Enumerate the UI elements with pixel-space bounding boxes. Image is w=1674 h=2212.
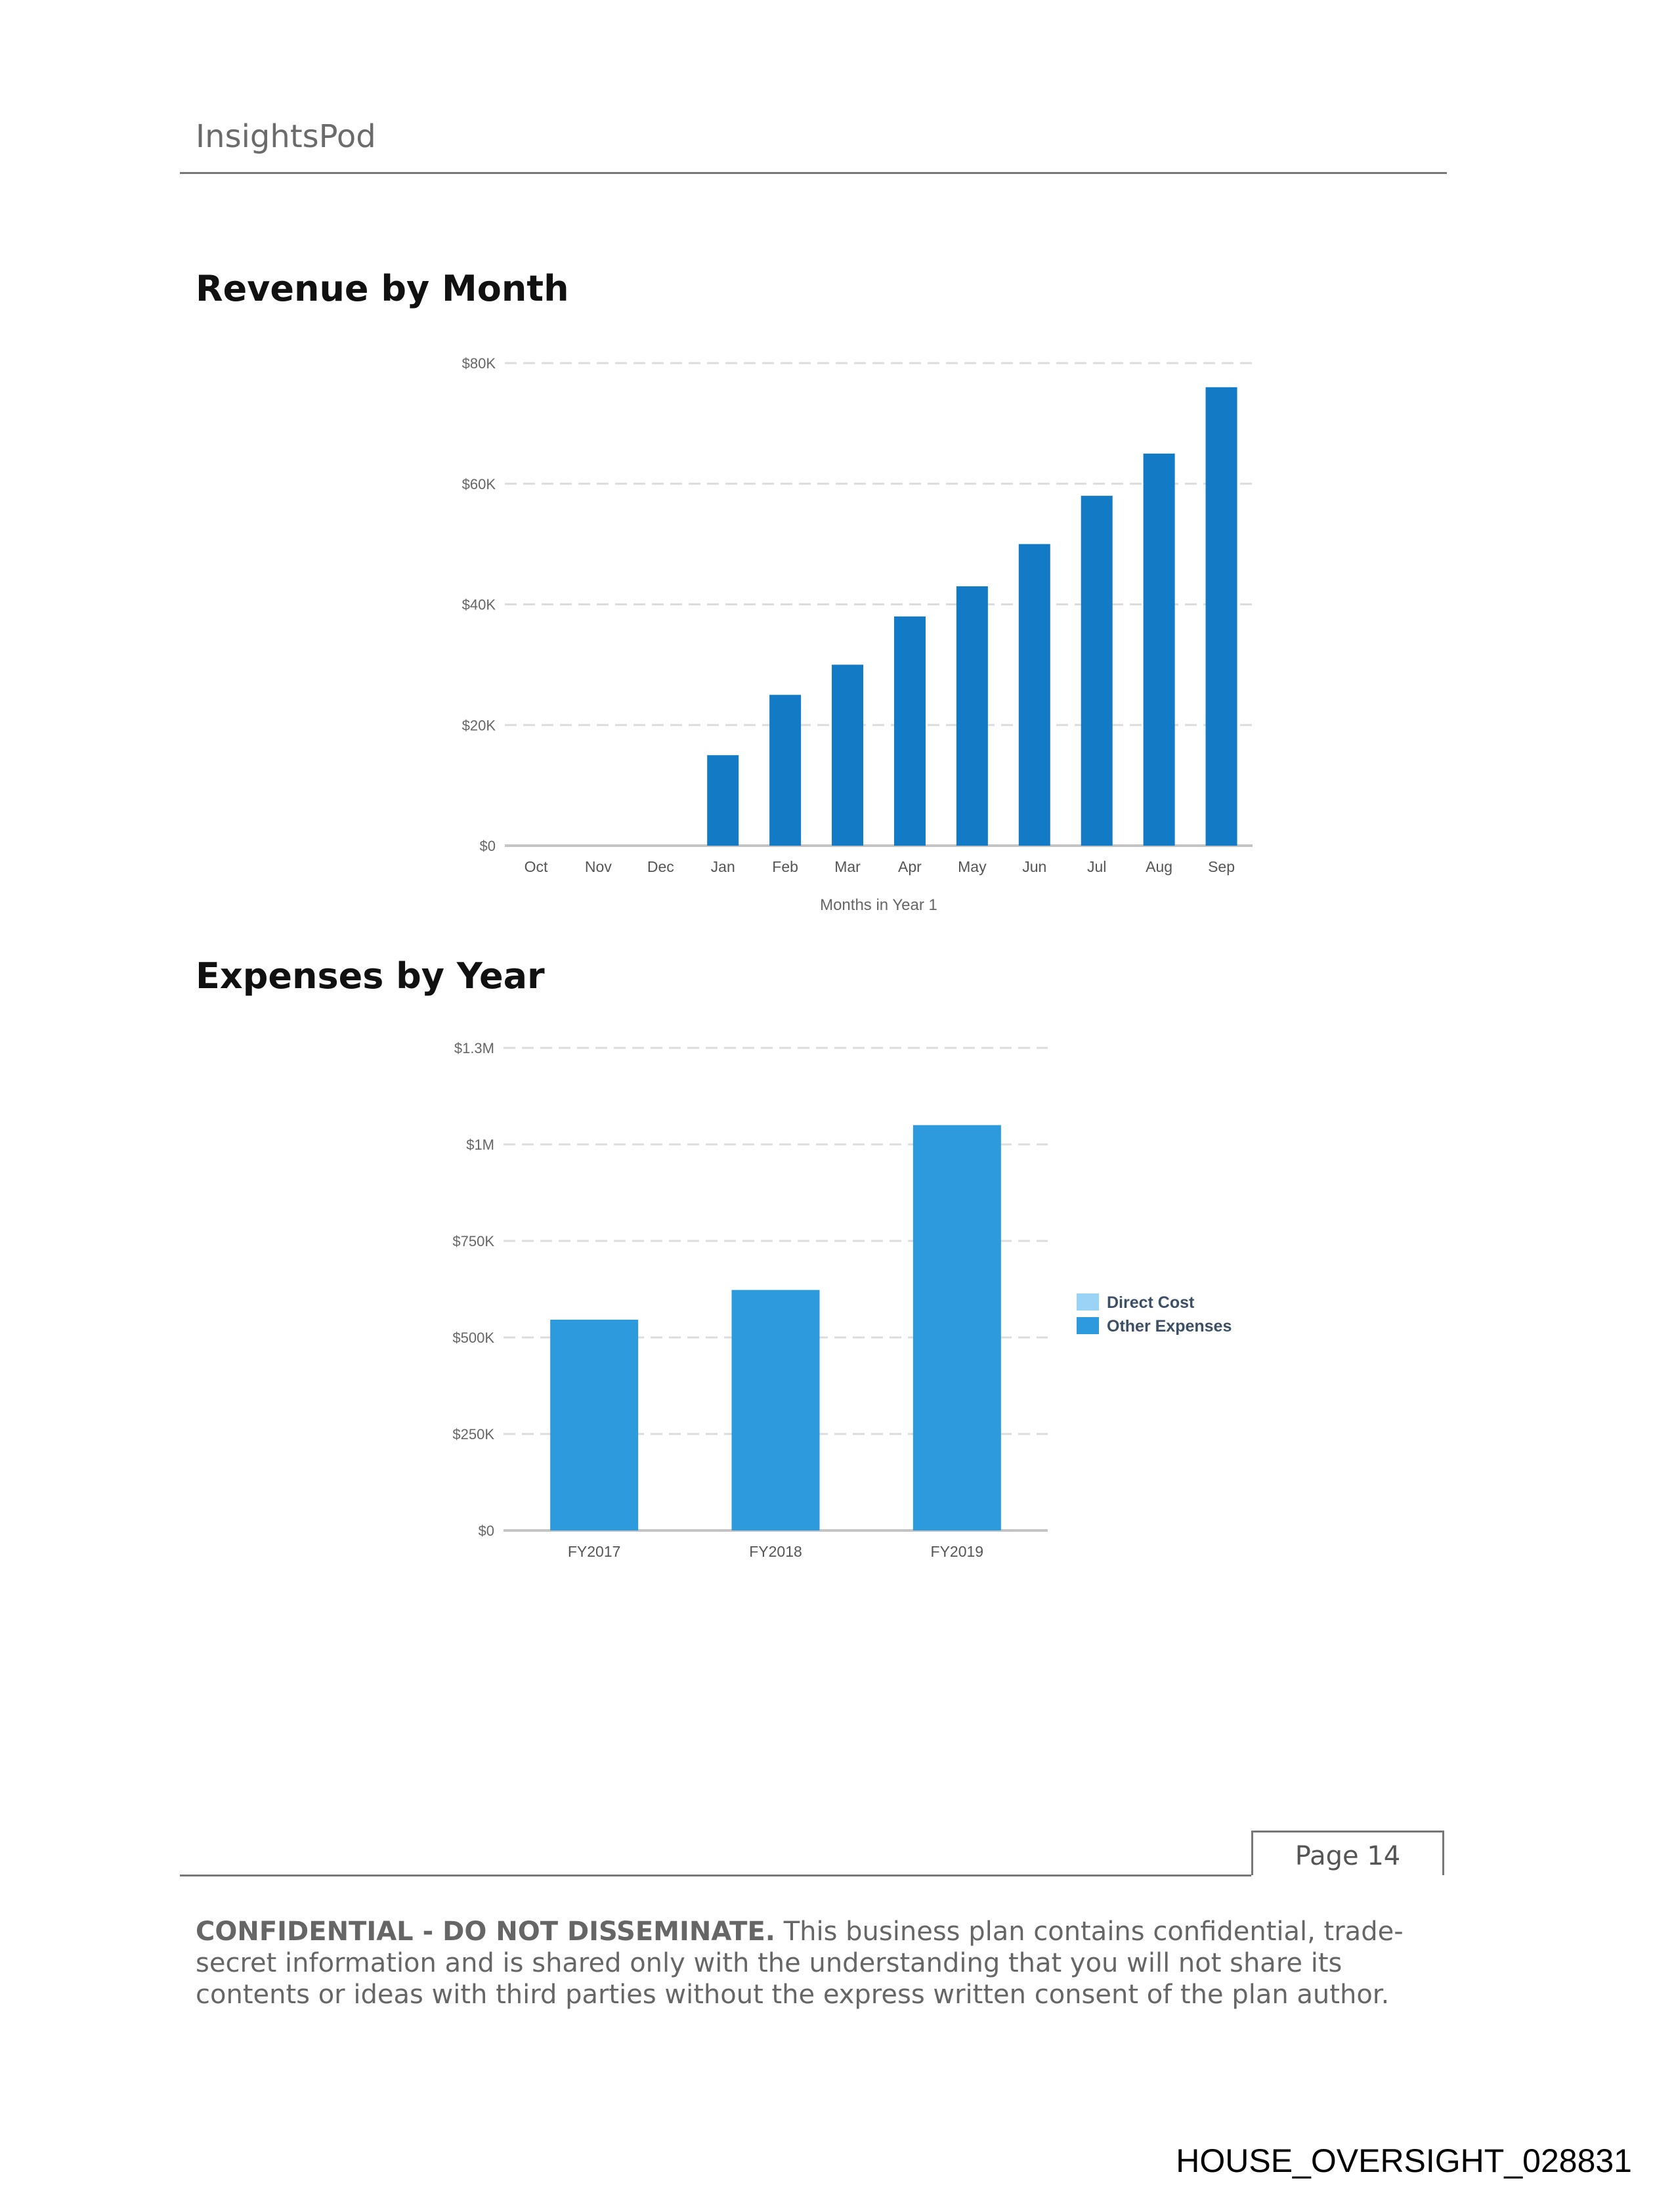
- y-tick-label: $500K: [452, 1330, 494, 1346]
- y-tick-label: $1M: [466, 1137, 494, 1153]
- expenses-chart: $0 $250K $500K $750K $1M $1.3M FY2017 FY2018 FY2…: [452, 1040, 1232, 1560]
- expenses-section-title: Expenses by Year: [196, 955, 545, 997]
- x-tick-label: Jul: [1087, 858, 1106, 875]
- x-tick-label: Jan: [711, 858, 735, 875]
- x-tick-label: Aug: [1146, 858, 1172, 875]
- footer-divider: [180, 1875, 1251, 1876]
- x-axis-title: Months in Year 1: [820, 896, 937, 914]
- x-tick-label: Oct: [525, 858, 548, 875]
- y-tick-label: $250K: [452, 1426, 494, 1442]
- revenue-chart: $0 $20K $40K $60K $80K Oct Nov Dec Jan Feb Mar Apr M…: [462, 355, 1253, 914]
- bar-fy2018: [731, 1290, 820, 1530]
- y-tick-label: $20K: [462, 717, 496, 733]
- confidential-lead: CONFIDENTIAL - DO NOT DISSEMINATE.: [196, 1917, 775, 1947]
- bar-mar: [832, 664, 864, 846]
- bar-jun: [1018, 544, 1050, 846]
- x-tick-label: FY2017: [568, 1543, 621, 1560]
- brand-name: InsightsPod: [196, 118, 376, 155]
- legend-swatch: [1077, 1317, 1099, 1334]
- x-tick-label: Jun: [1022, 858, 1046, 875]
- bar-jul: [1081, 496, 1113, 846]
- x-tick-label: Nov: [585, 858, 612, 875]
- x-tick-label: FY2018: [749, 1543, 802, 1560]
- x-tick-label: Dec: [647, 858, 674, 875]
- x-tick-label: FY2019: [931, 1543, 984, 1560]
- x-tick-label: Feb: [772, 858, 798, 875]
- legend-swatch: [1077, 1293, 1099, 1311]
- bar-fy2017: [550, 1319, 639, 1530]
- y-tick-label: $750K: [452, 1233, 494, 1249]
- y-tick-label: $0: [479, 1523, 494, 1539]
- x-tick-label: Mar: [834, 858, 861, 875]
- x-tick-label: Sep: [1208, 858, 1235, 875]
- bar-may: [956, 586, 988, 846]
- bates-number: HOUSE_OVERSIGHT_028831: [1176, 2142, 1632, 2179]
- bar-apr: [893, 616, 926, 846]
- x-tick-label: Apr: [898, 858, 922, 875]
- y-tick-label: $40K: [462, 597, 496, 613]
- bar-fy2019: [912, 1125, 1001, 1530]
- revenue-section-title: Revenue by Month: [196, 268, 569, 309]
- legend-label: Direct Cost: [1107, 1293, 1195, 1312]
- header-divider: [180, 172, 1447, 174]
- bar-feb: [769, 695, 802, 846]
- bar-aug: [1143, 453, 1175, 846]
- x-tick-label: May: [958, 858, 987, 875]
- y-tick-label: $1.3M: [454, 1040, 494, 1056]
- y-tick-label: $60K: [462, 476, 496, 492]
- page-number: Page 14: [1251, 1831, 1444, 1875]
- bar-jan: [707, 755, 739, 846]
- confidential-notice: CONFIDENTIAL - DO NOT DISSEMINATE. This …: [196, 1916, 1463, 2010]
- y-tick-label: $80K: [462, 355, 496, 372]
- legend-label: Other Expenses: [1107, 1317, 1232, 1335]
- bar-sep: [1205, 387, 1237, 846]
- y-tick-label: $0: [480, 838, 496, 854]
- confidential-text: This business plan contains confidential…: [196, 1917, 1404, 2010]
